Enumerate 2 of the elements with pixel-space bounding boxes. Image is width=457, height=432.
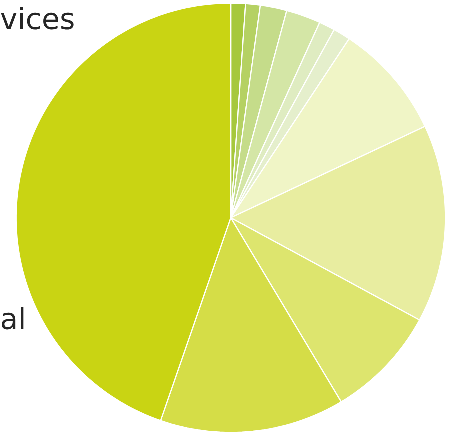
text: al (2, 307, 24, 330)
text: vices (1, 7, 74, 30)
